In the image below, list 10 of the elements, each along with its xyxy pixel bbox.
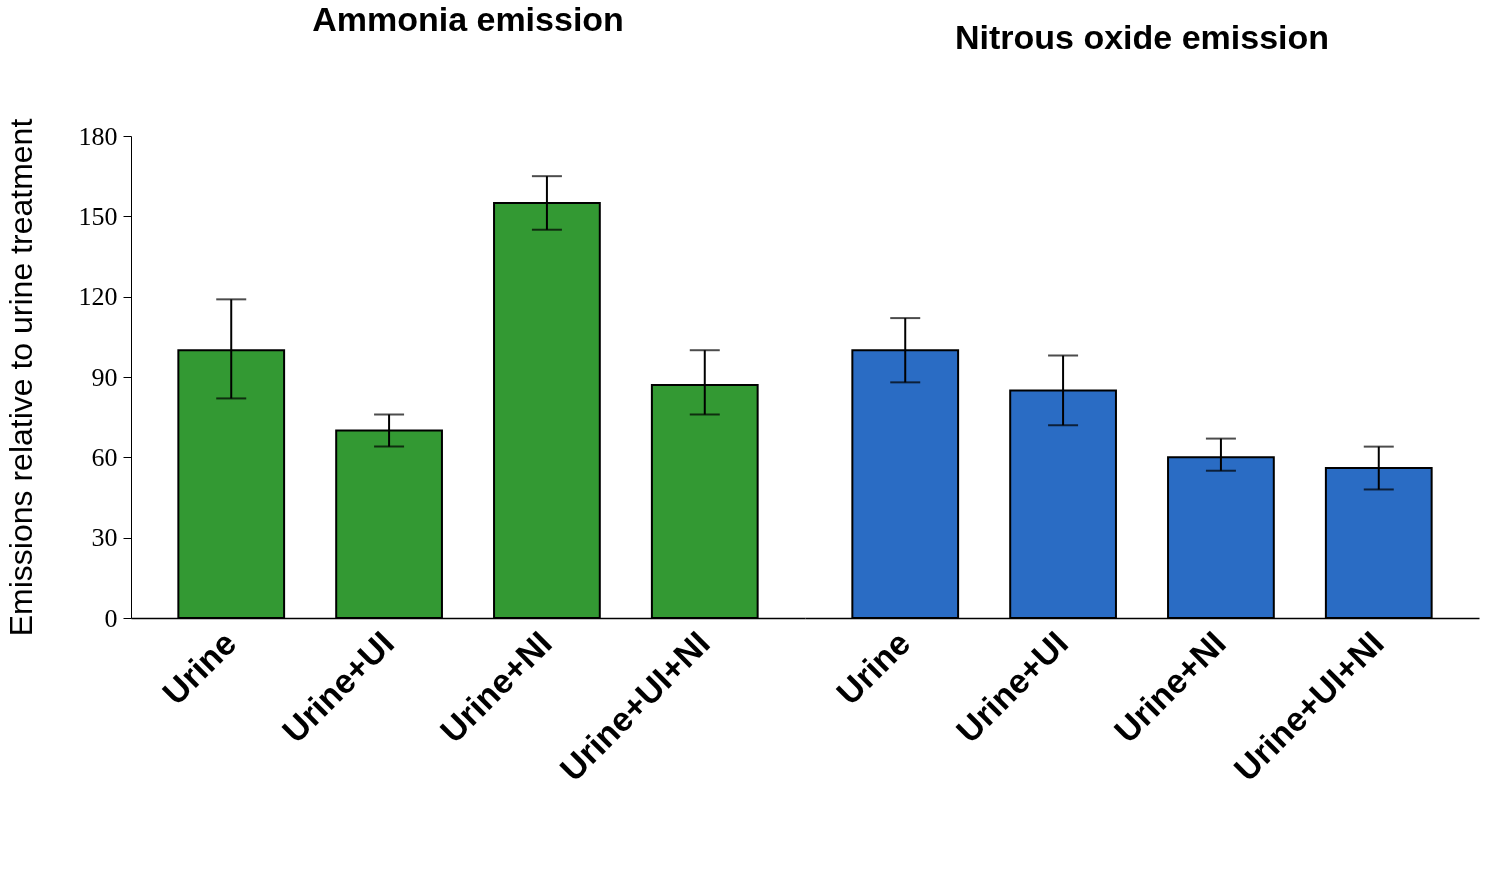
y-tick-label: 60 bbox=[91, 442, 118, 472]
y-tick-label: 180 bbox=[78, 121, 118, 151]
chart-title: Ammonia emission bbox=[312, 0, 624, 39]
chart-title: Nitrous oxide emission bbox=[954, 18, 1330, 56]
y-axis-title: Emissions relative to urine treatment bbox=[2, 118, 39, 637]
y-tick-label: 30 bbox=[91, 523, 118, 553]
y-tick-label: 120 bbox=[78, 282, 118, 312]
y-tick-label: 0 bbox=[104, 603, 118, 633]
y-tick-label: 150 bbox=[78, 201, 118, 231]
y-tick-label: 90 bbox=[91, 362, 118, 392]
